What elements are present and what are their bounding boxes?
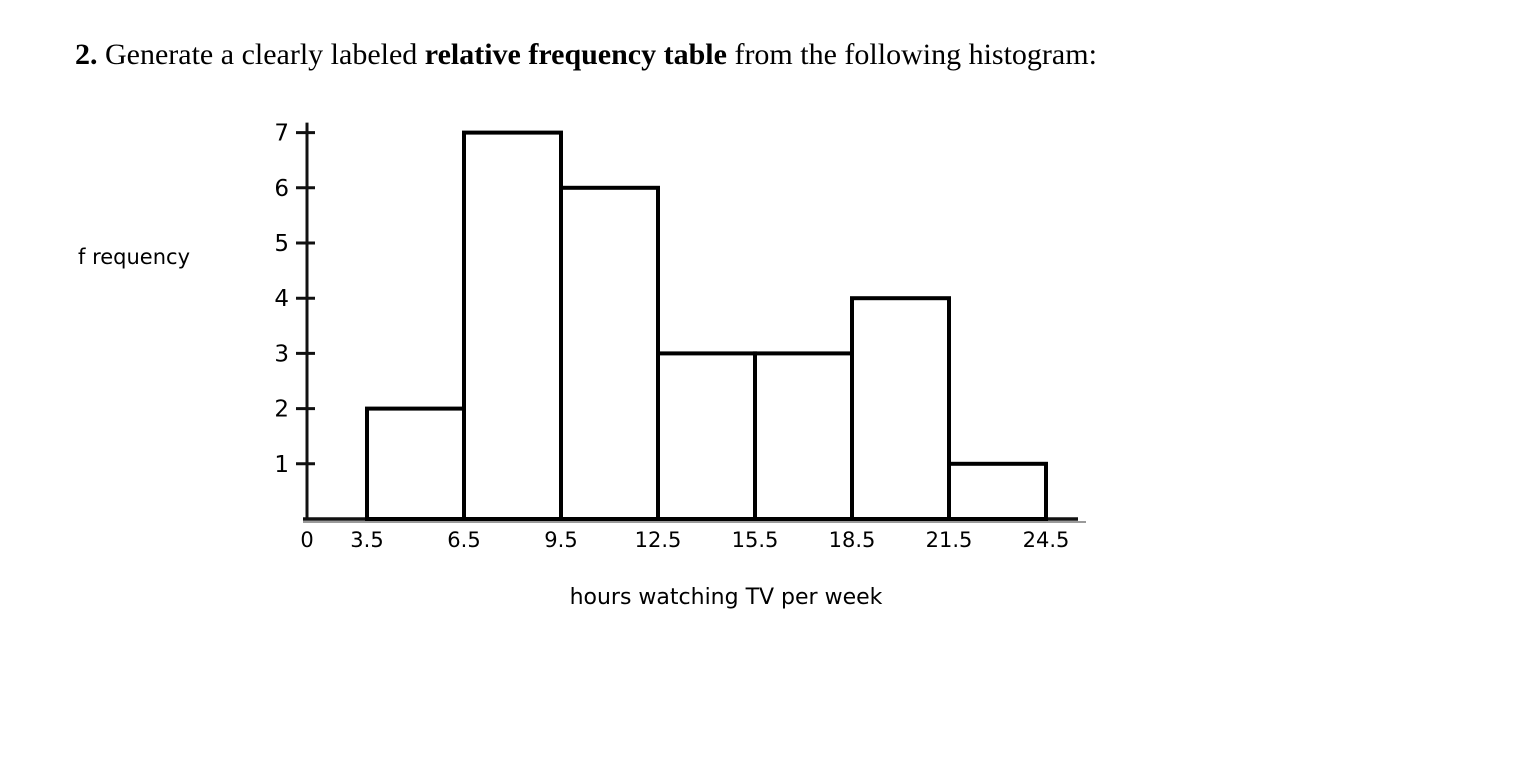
x-tick-label: 15.5 bbox=[732, 528, 779, 552]
y-tick-label: 7 bbox=[274, 121, 289, 147]
histogram-bar bbox=[753, 351, 854, 521]
histogram-bar bbox=[656, 351, 757, 521]
y-tick-label: 1 bbox=[274, 452, 289, 478]
x-tick-label: 3.5 bbox=[350, 528, 383, 552]
y-axis-label: f requency bbox=[78, 245, 191, 269]
x-tick-label: 9.5 bbox=[544, 528, 577, 552]
histogram-bar bbox=[365, 406, 466, 522]
x-tick-label: 24.5 bbox=[1023, 528, 1070, 552]
x-tick-label: 21.5 bbox=[926, 528, 973, 552]
x-tick-label: 0 bbox=[300, 528, 313, 552]
histogram-bar bbox=[947, 461, 1048, 521]
y-tick-label: 2 bbox=[274, 397, 289, 423]
y-tick-label: 4 bbox=[274, 286, 289, 312]
question-number: 2. bbox=[75, 38, 98, 71]
histogram-bar bbox=[462, 130, 563, 521]
question-text-before: Generate a clearly labeled bbox=[105, 38, 418, 71]
question-bold-phrase: relative frequency table bbox=[424, 38, 727, 71]
y-tick-label: 6 bbox=[274, 176, 289, 202]
histogram-bar bbox=[850, 296, 951, 522]
question-text-after: from the following histogram: bbox=[734, 38, 1097, 71]
x-tick-label: 18.5 bbox=[829, 528, 876, 552]
question-title: 2. Generate a clearly labeled relative f… bbox=[75, 38, 1097, 72]
y-tick-label: 3 bbox=[274, 341, 289, 367]
x-axis-title: hours watching TV per week bbox=[570, 585, 883, 610]
x-tick-label: 6.5 bbox=[447, 528, 480, 552]
y-tick-label: 5 bbox=[274, 231, 289, 257]
histogram-bar bbox=[559, 185, 660, 522]
x-tick-label: 12.5 bbox=[635, 528, 682, 552]
